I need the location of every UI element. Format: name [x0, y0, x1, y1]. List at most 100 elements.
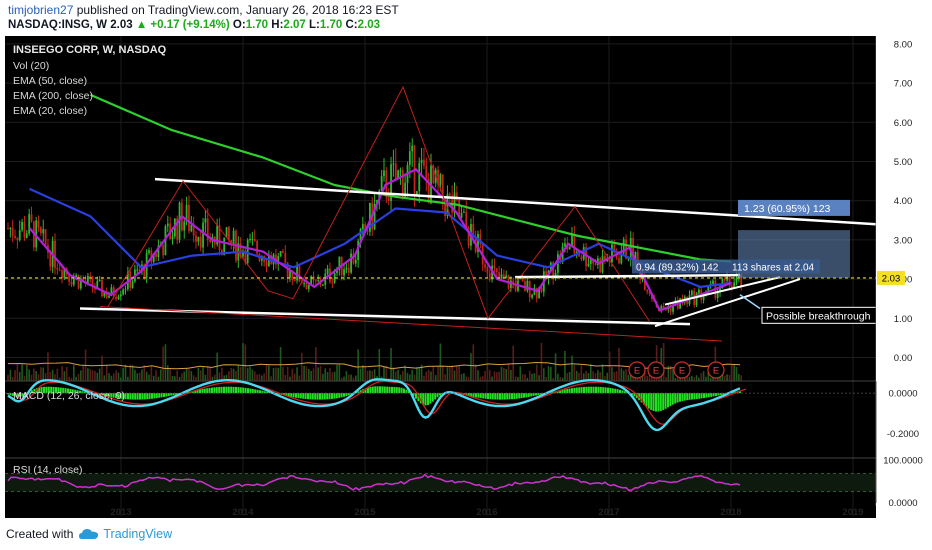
legend-entry: EMA (200, close) — [13, 90, 93, 102]
volume-bar — [9, 369, 12, 381]
channel-upper — [664, 276, 781, 306]
legend-entry: EMA (20, close) — [13, 105, 87, 117]
macd-histogram-bar — [261, 390, 264, 394]
candle-body — [352, 253, 355, 264]
earnings-label: E — [653, 366, 659, 377]
candle-body — [535, 287, 538, 299]
volume-bar — [171, 375, 174, 381]
volume-bar — [700, 373, 703, 381]
volume-bar — [611, 367, 613, 381]
volume-bar — [28, 369, 30, 381]
macd-histogram-bar — [623, 391, 626, 394]
volume-bar — [571, 355, 573, 381]
volume-bar — [592, 371, 594, 381]
volume-bar — [206, 365, 209, 381]
candle-body — [338, 256, 341, 270]
macd-histogram-bar — [290, 393, 293, 397]
candle-body — [519, 278, 522, 280]
volume-bar — [564, 350, 566, 381]
macd-histogram-bar — [47, 386, 50, 394]
candle-body — [580, 256, 583, 260]
candle-body — [143, 264, 146, 278]
macd-histogram-bar — [369, 386, 372, 394]
candle-body — [14, 235, 16, 238]
macd-histogram-bar — [316, 393, 319, 400]
low-label: L: — [309, 19, 320, 31]
volume-bar — [665, 377, 667, 381]
volume-bar — [263, 373, 265, 381]
candle-body — [345, 267, 348, 270]
tradingview-logo[interactable]: TradingView — [79, 527, 172, 541]
volume-bar — [625, 368, 627, 381]
macd-legend: MACD (12, 26, close, 9) — [13, 390, 125, 402]
volume-bar — [136, 373, 139, 381]
volume-bar — [521, 374, 524, 381]
candle-body — [190, 225, 193, 232]
volume-bar — [303, 365, 305, 381]
volume-bar — [347, 374, 350, 381]
last-price-value: 2.03 — [882, 273, 901, 284]
macd-histogram-bar — [7, 393, 9, 395]
y-tick-label: 1.00 — [894, 314, 913, 325]
macd-histogram-bar — [640, 393, 643, 403]
macd-histogram-bar — [76, 390, 79, 394]
volume-bar — [481, 376, 484, 381]
volume-bar — [122, 367, 124, 381]
candle-body — [662, 305, 665, 309]
candle-body — [618, 257, 620, 264]
volume-bar — [446, 367, 449, 381]
candle-body — [108, 295, 110, 298]
candle-body — [733, 282, 736, 289]
red-support-line — [99, 306, 723, 342]
macd-histogram-bar — [585, 386, 588, 394]
candle-body — [314, 280, 317, 282]
volume-bar — [178, 376, 181, 381]
macd-histogram-bar — [583, 386, 585, 394]
volume-bar — [620, 368, 623, 381]
macd-histogram-bar — [530, 393, 533, 397]
volume-bar — [615, 371, 618, 381]
macd-axis-bg — [877, 381, 932, 459]
macd-histogram-bar — [575, 387, 578, 394]
macd-histogram-bar — [247, 388, 249, 394]
macd-histogram-bar — [539, 393, 542, 395]
macd-histogram-bar — [124, 393, 127, 400]
created-with: Created with — [6, 527, 74, 541]
macd-histogram-bar — [712, 393, 715, 397]
macd-histogram-bar — [359, 390, 362, 394]
volume-bar — [383, 366, 385, 381]
volume-bar — [394, 371, 397, 381]
volume-bar — [23, 375, 26, 381]
volume-bar — [498, 371, 500, 381]
candle-body — [531, 294, 533, 298]
candle-body — [162, 245, 164, 256]
volume-bar — [538, 375, 540, 381]
volume-bar — [510, 369, 512, 381]
volume-bar — [58, 377, 61, 381]
price-chart[interactable]: 1.23 (60.95%) 123 0.94 (89.32%) 142 113 sh… — [0, 36, 932, 521]
volume-bar — [129, 364, 131, 381]
volume-bar — [726, 374, 728, 381]
volume-bar — [634, 376, 637, 381]
author-link[interactable]: timjobrien27 — [8, 3, 74, 17]
x-tick-label: 2014 — [232, 507, 254, 518]
macd-histogram-bar — [311, 393, 314, 400]
macd-histogram-bar — [681, 393, 684, 402]
macd-histogram-bar — [331, 393, 333, 399]
macd-histogram-bar — [698, 393, 701, 399]
macd-histogram-bar — [597, 386, 600, 394]
candle-body — [364, 224, 367, 231]
earnings-label: E — [713, 366, 719, 377]
macd-histogram-bar — [69, 388, 72, 394]
macd-histogram-bar — [537, 393, 540, 395]
macd-histogram-bar — [602, 387, 605, 394]
volume-bar — [155, 370, 157, 381]
volume-bar — [70, 377, 73, 381]
candle-body — [286, 262, 289, 278]
macd-histogram-bar — [350, 393, 353, 395]
candle-body — [225, 227, 228, 238]
y-tick-label: 0.00 — [894, 353, 913, 364]
candle-body — [310, 276, 313, 285]
volume-bar — [533, 373, 536, 381]
volume-bar — [286, 366, 289, 381]
